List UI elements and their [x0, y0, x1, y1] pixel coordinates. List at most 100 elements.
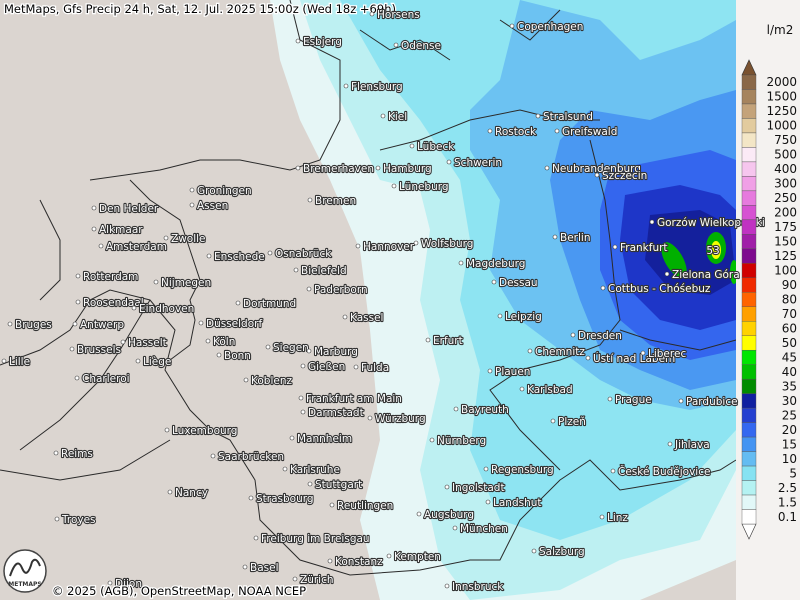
- city-dot: [599, 514, 605, 520]
- city-label: Berlin: [560, 232, 590, 244]
- city-label: Osnabrück: [275, 248, 332, 260]
- map-title: MetMaps, Gfs Precip 24 h, Sat, 12. Jul. …: [4, 2, 396, 16]
- city-label: Augsburg: [424, 509, 474, 521]
- city-dot: [678, 398, 684, 404]
- city-label: Antwerp: [80, 319, 124, 331]
- city-label: Bremen: [315, 195, 356, 207]
- city-dot: [386, 553, 392, 559]
- city-label: Chemnitz: [535, 346, 585, 358]
- logo: METMAPS: [3, 549, 47, 593]
- city-label: Würzburg: [375, 413, 426, 425]
- city-dot: [610, 468, 616, 474]
- city-label: Hamburg: [383, 163, 432, 175]
- legend-swatch: [741, 321, 757, 336]
- city-dot: [570, 332, 576, 338]
- city-label: Zwolle: [171, 233, 206, 245]
- city-label: Landshut: [493, 497, 542, 509]
- city-label: Zielona Góra: [672, 269, 740, 281]
- legend-label: 175: [774, 220, 797, 234]
- city-dot: [391, 183, 397, 189]
- city-dot: [367, 415, 373, 421]
- city-label: Stralsund: [543, 111, 593, 123]
- city-label: Dessau: [499, 277, 538, 289]
- city-label: Bonn: [224, 350, 251, 362]
- city-label: Lüneburg: [399, 181, 449, 193]
- city-label: Enschede: [214, 251, 265, 263]
- city-label: Alkmaar: [99, 224, 143, 236]
- city-label: Gießen: [308, 361, 345, 373]
- legend-swatch: [741, 349, 757, 365]
- city-label: Karlsbad: [527, 384, 573, 396]
- city-label: Karlsruhe: [290, 464, 340, 476]
- city-dot: [300, 363, 306, 369]
- city-dot: [206, 253, 212, 259]
- city-label: Koblenz: [251, 375, 292, 387]
- city-label: Paderborn: [314, 284, 368, 296]
- city-dot: [612, 244, 618, 250]
- city-dot: [74, 375, 80, 381]
- city-label: Köln: [213, 336, 235, 348]
- city-label: Ingolstadt: [452, 482, 505, 494]
- city-dot: [167, 489, 173, 495]
- city-label: Frankfurt: [620, 242, 668, 254]
- city-label: Nancy: [175, 487, 208, 499]
- legend-label: 20: [782, 423, 797, 437]
- city-label: Lille: [9, 356, 30, 368]
- city-dot: [594, 172, 600, 178]
- legend-swatch: [741, 103, 757, 119]
- city-label: Regensburg: [491, 464, 554, 476]
- city-dot: [235, 300, 241, 306]
- max-value-label: 53: [706, 245, 719, 257]
- city-label: Eindhoven: [139, 303, 194, 315]
- city-label: Freiburg im Breisgau: [261, 533, 370, 545]
- city-dot: [393, 42, 399, 48]
- city-label: Brussels: [77, 344, 121, 356]
- legend-swatch: [741, 176, 757, 192]
- logo-text: METMAPS: [8, 581, 42, 588]
- city-label: Ústí nad Labem: [593, 352, 675, 365]
- legend-label: 1.5: [778, 495, 797, 509]
- city-dot: [519, 386, 525, 392]
- city-dot: [409, 143, 415, 149]
- city-dot: [163, 235, 169, 241]
- city-label: Esbjerg: [303, 36, 342, 48]
- city-dot: [444, 583, 450, 589]
- legend-swatch: [741, 132, 757, 148]
- legend-swatch: [741, 74, 757, 90]
- legend-label: 150: [774, 235, 797, 249]
- precip-50: [711, 241, 721, 259]
- legend-label: 125: [774, 249, 797, 263]
- city-label: Roosendaal: [83, 297, 144, 309]
- city-dot: [98, 243, 104, 249]
- legend-label: 80: [782, 293, 797, 307]
- city-dot: [205, 338, 211, 344]
- city-label: Darmstadt: [308, 407, 364, 419]
- city-label: Nürnberg: [437, 435, 486, 447]
- legend-swatch: [741, 393, 757, 409]
- city-dot: [189, 202, 195, 208]
- city-dot: [444, 484, 450, 490]
- legend-label: 10: [782, 452, 797, 466]
- city-label: Bielefeld: [301, 265, 347, 277]
- city-label: Greifswald: [562, 126, 617, 138]
- city-dot: [491, 279, 497, 285]
- legend-swatch: [741, 364, 757, 380]
- legend-label: 300: [774, 177, 797, 191]
- city-dot: [293, 267, 299, 273]
- city-label: Luxembourg: [172, 425, 237, 437]
- city-label: Dortmund: [243, 298, 296, 310]
- city-label: Linz: [607, 512, 628, 524]
- legend: 2000150012501000750500400300250200175150…: [741, 74, 797, 525]
- legend-label: 2.5: [778, 481, 797, 495]
- legend-swatch: [741, 161, 757, 177]
- legend-swatch: [741, 263, 757, 278]
- legend-swatch: [741, 118, 757, 134]
- city-dot: [531, 548, 537, 554]
- city-label: Pardubice: [686, 396, 738, 408]
- city-dot: [242, 564, 248, 570]
- legend-label: 2000: [766, 75, 797, 89]
- city-dot: [355, 243, 361, 249]
- city-label: Neubrandenburg: [552, 163, 641, 175]
- city-label: Prague: [615, 394, 652, 406]
- city-label: Dresden: [578, 330, 622, 342]
